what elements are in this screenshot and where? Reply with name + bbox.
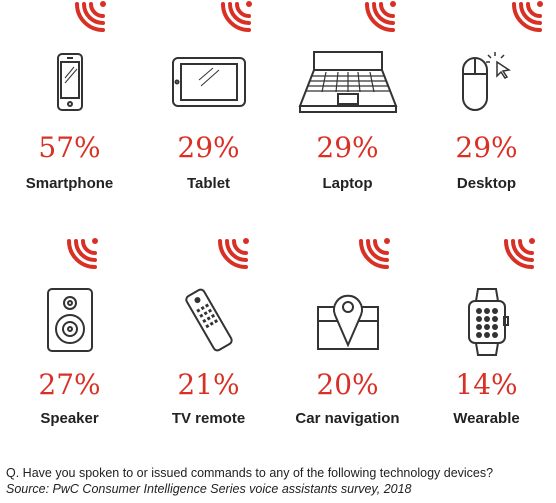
value-tablet: 29% xyxy=(177,131,240,164)
tile-laptop: 29% Laptop xyxy=(278,0,417,225)
tile-speaker: 27% Speaker xyxy=(0,237,139,462)
label-laptop: Laptop xyxy=(322,175,373,192)
label-wearable: Wearable xyxy=(453,410,520,427)
label-smartphone: Smartphone xyxy=(25,175,114,192)
speaker-icon xyxy=(0,287,139,357)
tile-tablet: 29% Tablet xyxy=(139,0,278,225)
value-tv-remote: 21% xyxy=(177,368,240,401)
voice-signal-icon xyxy=(218,238,249,269)
tile-wearable: 14% Wearable xyxy=(417,237,556,462)
survey-question: Q. Have you spoken to or issued commands… xyxy=(6,466,494,480)
voice-signal-icon xyxy=(359,238,390,269)
tile-desktop: 29% Desktop xyxy=(417,0,556,225)
label-speaker: Speaker xyxy=(40,410,99,427)
label-car-navigation: Car navigation xyxy=(295,410,400,427)
value-speaker: 27% xyxy=(38,368,101,401)
voice-signal-icon xyxy=(365,1,396,32)
smartwatch-icon xyxy=(417,287,556,357)
smartphone-icon xyxy=(0,50,139,120)
tile-smartphone: 57% Smartphone xyxy=(0,0,139,225)
value-desktop: 29% xyxy=(455,131,518,164)
voice-signal-icon xyxy=(504,238,535,269)
tablet-icon xyxy=(139,50,278,120)
device-grid: 57% Smartphone 29% Table xyxy=(0,0,556,427)
value-smartphone: 57% xyxy=(38,131,101,164)
voice-signal-icon xyxy=(512,1,543,32)
tile-tv-remote: 21% TV remote xyxy=(139,237,278,462)
value-car-navigation: 20% xyxy=(316,368,379,401)
label-desktop: Desktop xyxy=(456,175,517,192)
map-pin-icon xyxy=(278,287,417,357)
label-tablet: Tablet xyxy=(186,175,231,192)
value-laptop: 29% xyxy=(316,131,379,164)
mouse-icon xyxy=(417,50,556,120)
laptop-icon xyxy=(278,50,417,120)
voice-signal-icon xyxy=(221,1,252,32)
label-tv-remote: TV remote xyxy=(171,410,246,427)
source-note: Source: PwC Consumer Intelligence Series… xyxy=(6,482,412,496)
remote-icon xyxy=(139,287,278,357)
voice-signal-icon xyxy=(67,238,98,269)
tile-car-navigation: 20% Car navigation xyxy=(278,237,417,462)
value-wearable: 14% xyxy=(455,368,518,401)
voice-signal-icon xyxy=(75,1,106,32)
